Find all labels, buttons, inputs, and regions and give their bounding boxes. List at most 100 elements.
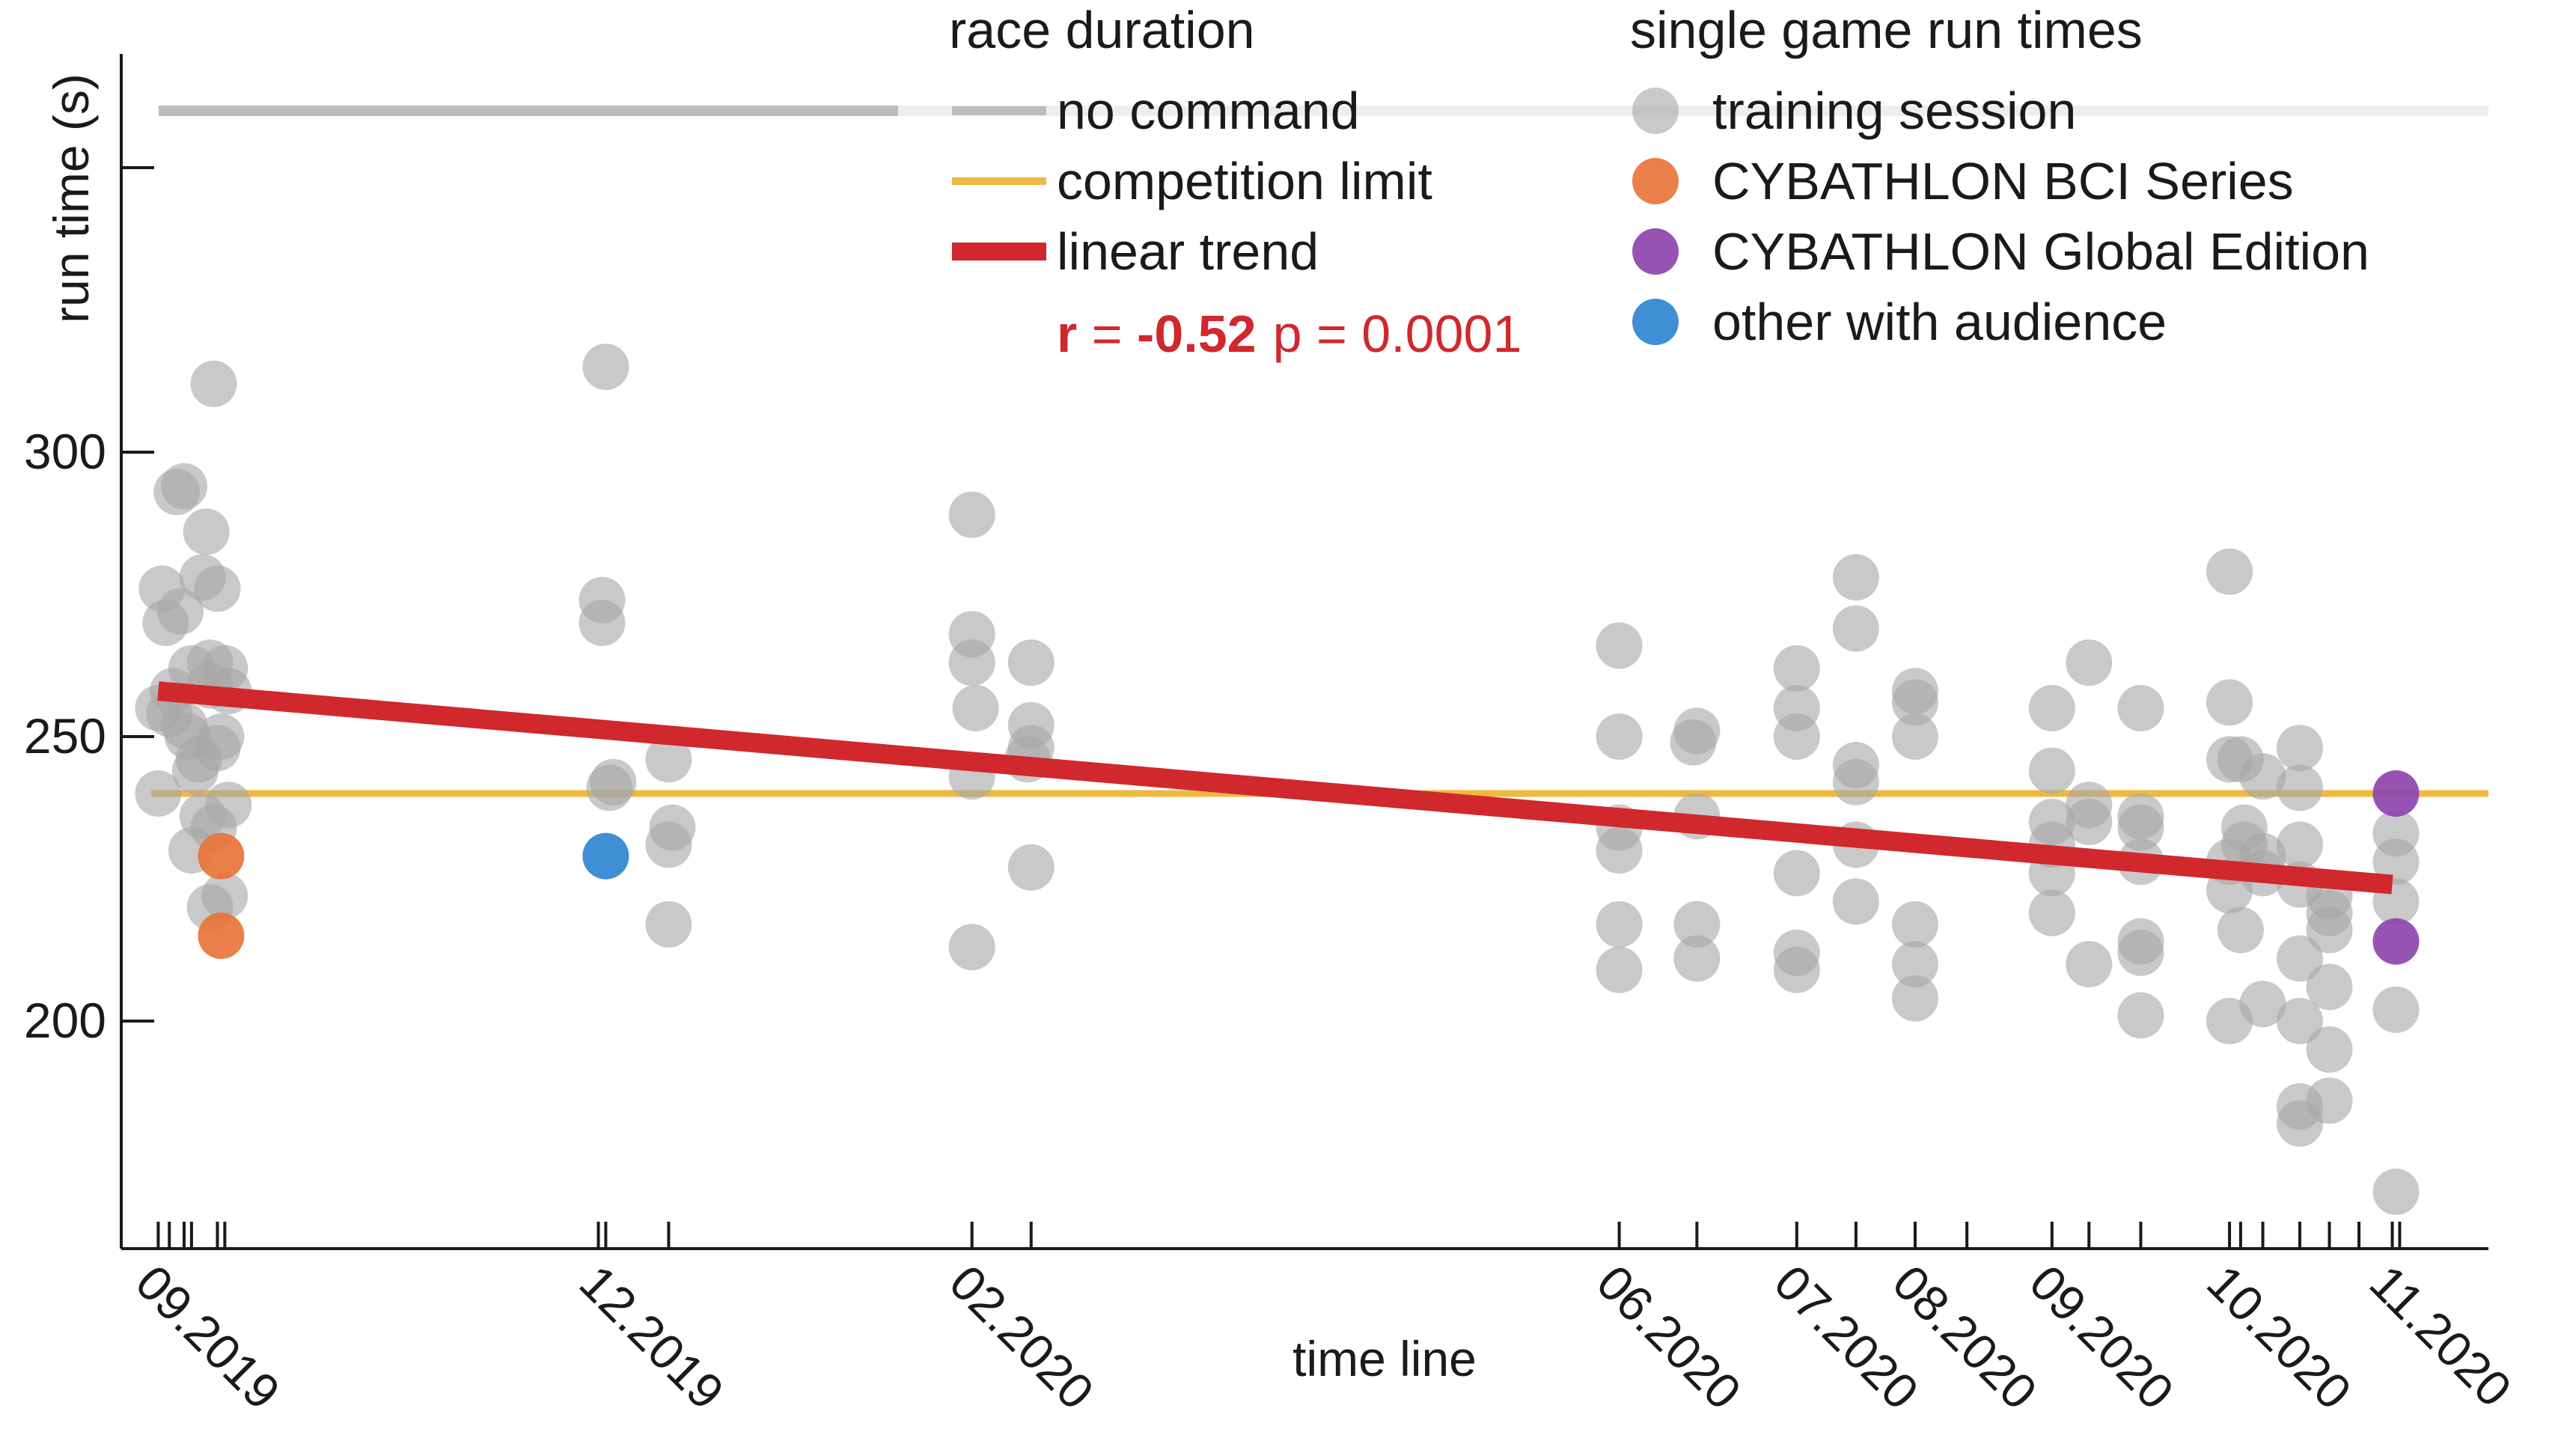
legend-title-race-duration: race duration (949, 1, 1255, 59)
data-point (190, 360, 237, 407)
data-point (2206, 548, 2253, 595)
data-point (1832, 878, 1879, 925)
data-point (2276, 998, 2323, 1044)
data-point (183, 508, 230, 555)
data-point (1891, 941, 1938, 987)
data-point (2372, 918, 2420, 965)
legend: race duration no command competition limit… (949, 1, 2369, 363)
data-point (194, 725, 241, 772)
legend-label-run: other with audience (1712, 293, 2167, 351)
data-point (135, 770, 182, 817)
stat-r-label: r (1057, 305, 1077, 363)
data-point (1596, 827, 1643, 874)
legend-label-run: CYBATHLON BCI Series (1712, 152, 2294, 210)
data-point (2117, 929, 2164, 976)
trend-line-group (157, 681, 2393, 895)
x-tick-label: 09.2019 (126, 1255, 291, 1420)
data-point (590, 758, 637, 805)
data-point (198, 913, 245, 959)
legend-marker (1632, 88, 1679, 134)
legend-label-race: linear trend (1057, 222, 1319, 281)
data-point (1773, 645, 1820, 692)
data-point (2372, 1169, 2420, 1215)
data-point (2117, 992, 2164, 1039)
data-point (582, 832, 629, 880)
data-point (201, 872, 248, 919)
data-point (2117, 804, 2164, 851)
x-tick-label: 12.2019 (570, 1255, 735, 1420)
stat-equals: = (1077, 305, 1137, 363)
data-point (2066, 941, 2113, 987)
data-point (2276, 821, 2323, 868)
data-point (1673, 901, 1721, 948)
data-point (2372, 986, 2420, 1033)
data-point (1007, 639, 1054, 686)
data-point (1773, 946, 1820, 993)
data-point (1891, 679, 1938, 726)
data-point (1773, 850, 1820, 897)
x-tick-label: 10.2020 (2197, 1255, 2362, 1420)
data-point (1891, 975, 1938, 1022)
data-point (1832, 758, 1879, 805)
data-point (1891, 713, 1938, 760)
x-axis-label: time line (1292, 1331, 1477, 1386)
legend-marker (1632, 299, 1679, 345)
x-tick-label: 11.2020 (2360, 1255, 2523, 1418)
data-point (2306, 1026, 2353, 1073)
data-point (2239, 981, 2286, 1028)
data-point (1670, 719, 1717, 766)
data-point (952, 685, 999, 731)
data-point (198, 832, 245, 880)
data-point (2276, 764, 2323, 811)
data-point (2217, 907, 2264, 954)
legend-label-run: training session (1712, 82, 2076, 140)
data-point (194, 565, 241, 612)
data-point (1832, 605, 1879, 652)
legend-title-run-times: single game run times (1630, 1, 2143, 59)
data-point (1596, 622, 1643, 669)
correlation-stats: r = -0.52 p = 0.0001 (1057, 305, 1522, 363)
x-tick-label: 09.2020 (2019, 1255, 2185, 1420)
data-points (135, 344, 2420, 1215)
data-point (1596, 946, 1643, 993)
data-point (2028, 889, 2075, 936)
data-point (645, 821, 692, 868)
legend-label-race: competition limit (1057, 152, 1432, 210)
data-point (2276, 935, 2323, 982)
data-point (645, 901, 692, 948)
data-point (1673, 935, 1721, 982)
data-point (2239, 753, 2286, 800)
legend-label-run: CYBATHLON Global Edition (1712, 222, 2369, 281)
data-point (2117, 685, 2164, 731)
legend-label-race: no command (1057, 82, 1360, 140)
data-point (2306, 1077, 2353, 1124)
data-point (948, 639, 995, 686)
data-point (2306, 907, 2353, 954)
y-tick-label: 200 (24, 993, 106, 1048)
data-point (645, 736, 692, 783)
data-point (1891, 901, 1938, 948)
y-tick-label: 300 (24, 424, 106, 479)
x-tick-label: 02.2020 (939, 1255, 1105, 1420)
data-point (948, 924, 995, 971)
data-point (1007, 844, 1054, 891)
data-point (2028, 685, 2075, 731)
data-point (1596, 901, 1643, 948)
data-point (1773, 713, 1820, 760)
data-point (579, 600, 626, 646)
data-point (2276, 725, 2323, 772)
data-point (948, 491, 995, 538)
linear-trend-line (157, 681, 2393, 895)
data-point (205, 782, 252, 829)
x-tick-label: 06.2020 (1587, 1255, 1752, 1420)
y-axis-label: run time (s) (43, 73, 99, 323)
data-point (2066, 639, 2113, 686)
legend-marker (1632, 158, 1679, 204)
stat-p-value: p = 0.0001 (1273, 305, 1522, 363)
data-point (2372, 838, 2420, 886)
legend-marker (1632, 228, 1679, 275)
data-point (2206, 679, 2253, 726)
data-point (2306, 963, 2353, 1011)
data-point (1832, 554, 1879, 601)
